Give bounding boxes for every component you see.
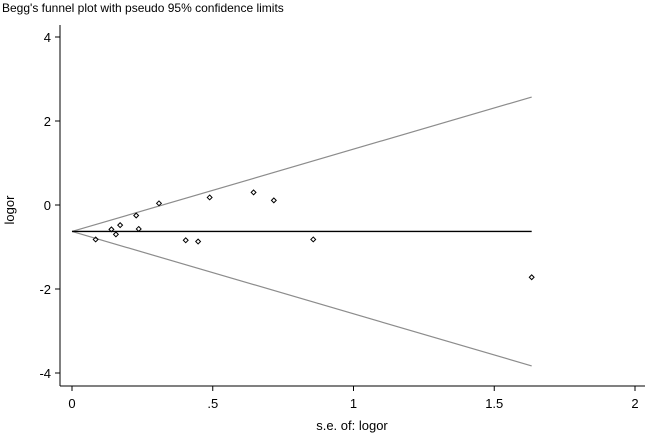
study-point [270,197,277,204]
y-tick-label: 4 [44,30,51,45]
lower-confidence-limit [71,230,532,367]
study-point [112,231,120,238]
study-point [117,222,124,229]
study-point [155,200,163,207]
y-axis-label: logor [2,195,17,225]
x-tick-label: 2 [631,396,638,411]
x-tick-label: 0 [68,396,75,411]
study-point [310,236,317,243]
y-tick-label: -4 [39,366,51,381]
study-point [195,238,202,245]
x-tick-label: 1 [350,396,357,411]
x-tick-label: .5 [207,396,218,411]
y-tick-label: 2 [44,114,51,129]
study-point [133,212,140,219]
upper-confidence-limit [71,96,532,233]
study-point [108,226,115,233]
study-point [528,274,535,281]
x-axis-label: s.e. of: logor [316,418,388,433]
study-point [182,237,189,244]
study-point [92,236,99,243]
y-tick-label: 0 [44,198,51,213]
y-tick-label: -2 [39,282,51,297]
study-point [250,189,257,196]
chart-title: Begg's funnel plot with pseudo 95% confi… [2,1,284,15]
study-point [135,225,142,233]
x-tick-label: 1.5 [485,396,503,411]
study-point [206,194,213,201]
